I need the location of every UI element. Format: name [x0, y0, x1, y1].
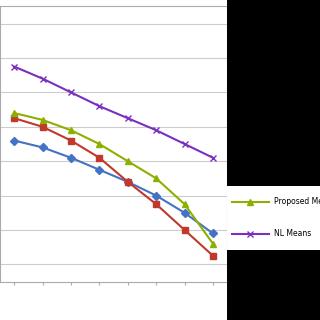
Median Filter — [183, 228, 187, 232]
NL Means — [211, 156, 215, 160]
Median Filter — [211, 254, 215, 258]
NL Means — [183, 142, 187, 146]
Wiener Filter — [98, 168, 101, 172]
Proposed Method — [41, 118, 44, 122]
Median Filter — [69, 139, 73, 142]
NL Means — [41, 77, 44, 81]
Line: Median Filter: Median Filter — [11, 115, 216, 259]
Proposed Method — [154, 176, 158, 180]
Wiener Filter — [41, 146, 44, 149]
NL Means — [126, 116, 130, 120]
Text: Proposed Method: Proposed Method — [274, 197, 320, 206]
NL Means — [154, 128, 158, 132]
Wiener Filter — [12, 139, 16, 142]
Proposed Method — [98, 142, 101, 146]
Line: Wiener Filter: Wiener Filter — [12, 138, 216, 236]
Median Filter — [126, 180, 130, 184]
Proposed Method — [69, 128, 73, 132]
NL Means — [12, 65, 16, 68]
Wiener Filter — [126, 180, 130, 184]
Wiener Filter — [211, 232, 215, 236]
Proposed Method — [211, 242, 215, 246]
Text: NL Means: NL Means — [274, 229, 311, 238]
Wiener Filter — [154, 194, 158, 197]
Median Filter — [12, 116, 16, 120]
Median Filter — [98, 156, 101, 160]
Median Filter — [41, 125, 44, 129]
Proposed Method — [183, 202, 187, 206]
Wiener Filter — [69, 156, 73, 160]
Proposed Method — [12, 111, 16, 115]
Proposed Method — [126, 159, 130, 163]
Line: Proposed Method: Proposed Method — [11, 109, 216, 247]
NL Means — [98, 104, 101, 108]
NL Means — [69, 91, 73, 94]
Line: NL Means: NL Means — [11, 63, 216, 161]
Wiener Filter — [183, 211, 187, 215]
Median Filter — [154, 202, 158, 206]
